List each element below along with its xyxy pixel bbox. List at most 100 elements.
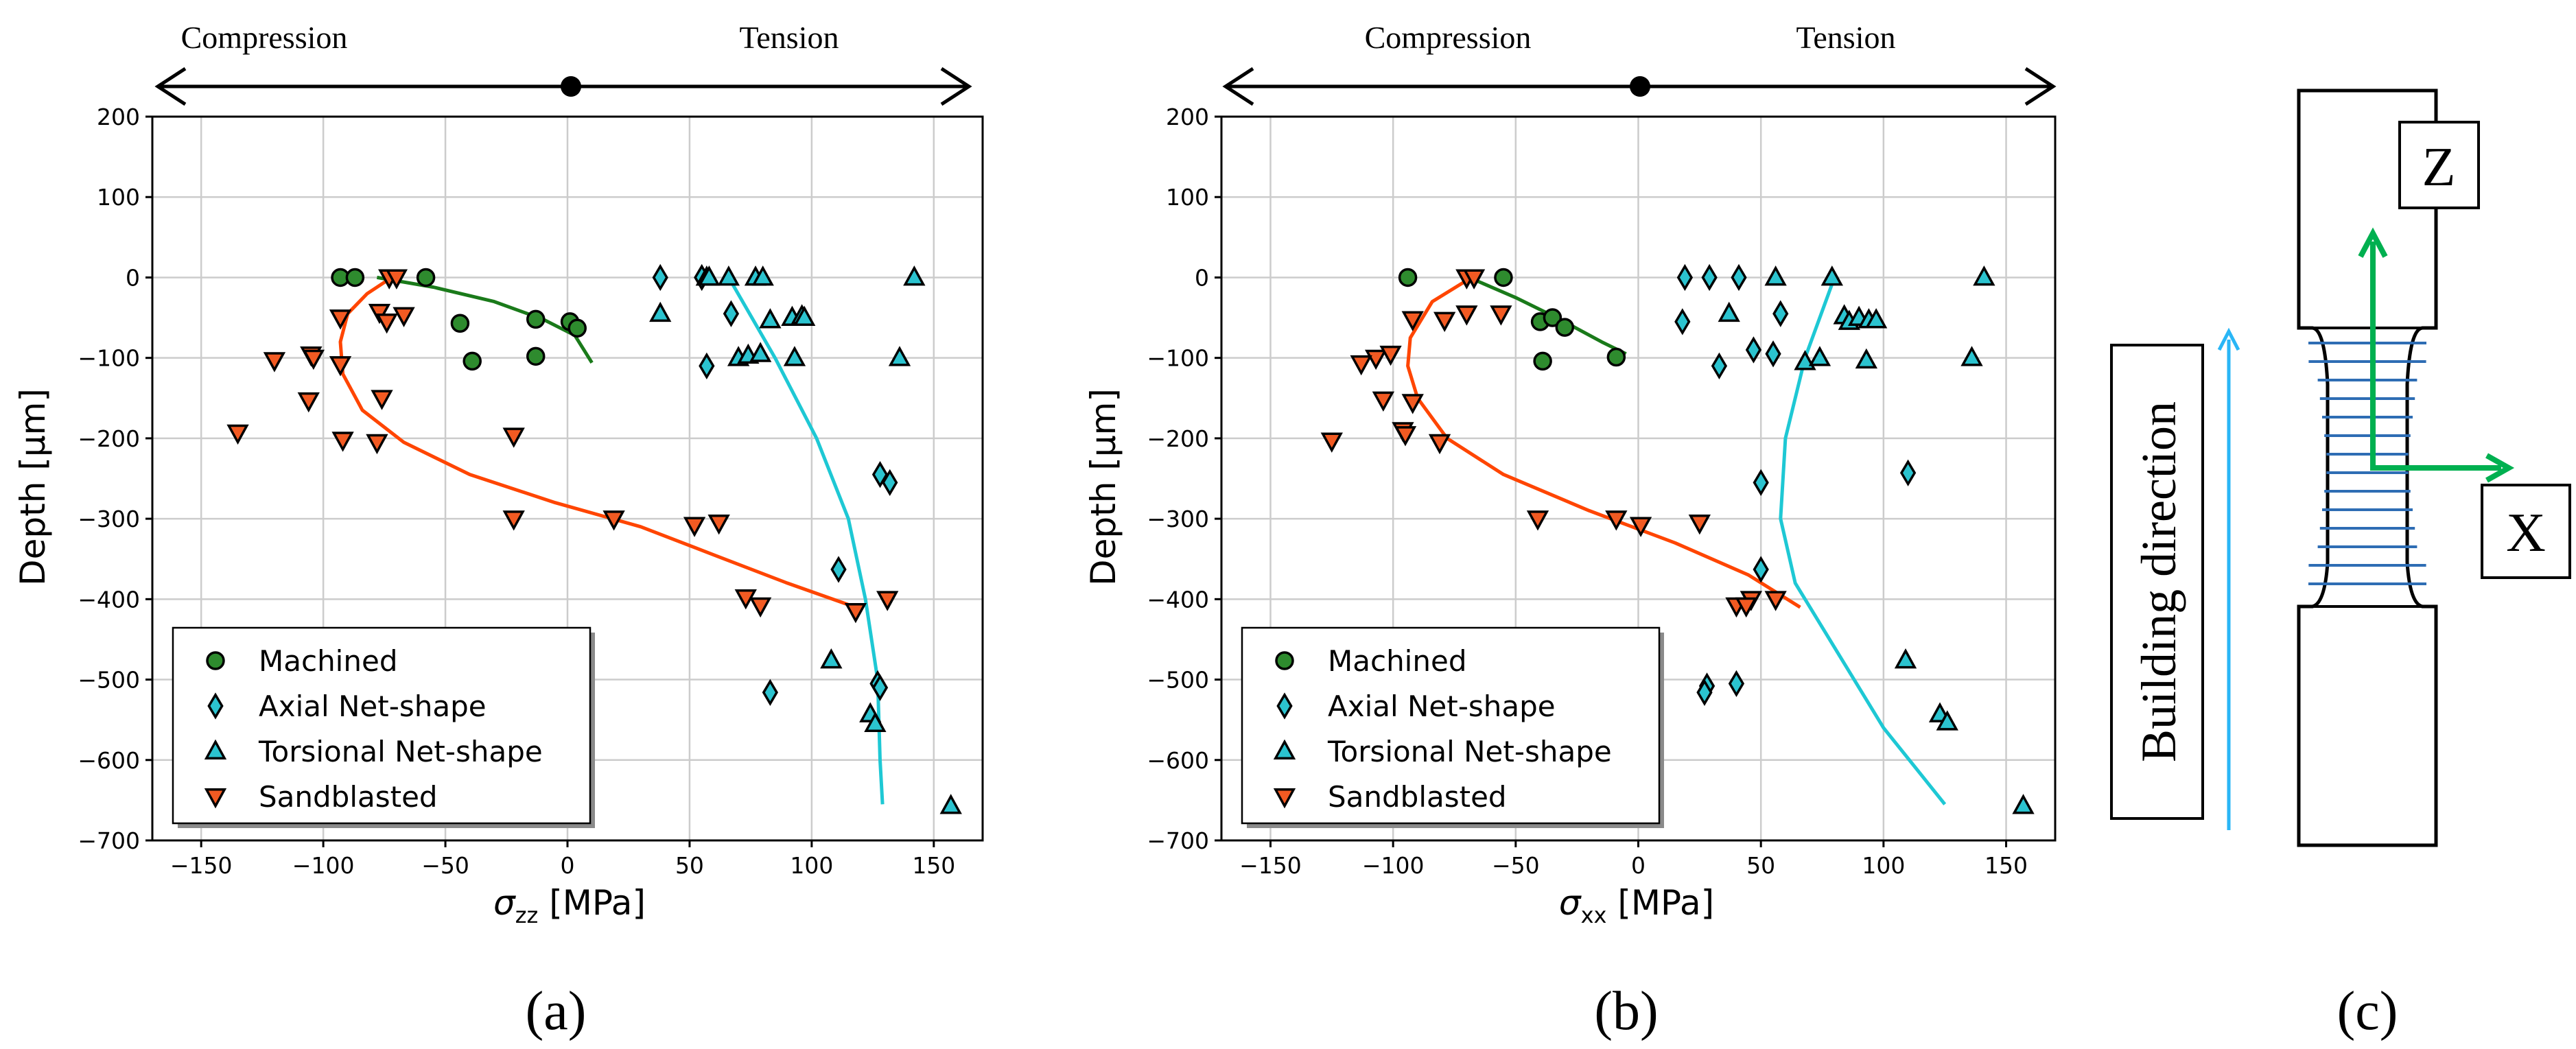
panel-b-legend-machined-marker xyxy=(1275,651,1294,670)
panel-a-torsional-net-shape-point xyxy=(751,266,774,286)
panel-a-axial-net-shape-point xyxy=(723,300,740,327)
panel-b-x-tick-label: 100 xyxy=(1862,852,1905,879)
panel-a-machined-point xyxy=(345,268,365,287)
panel-a-axial-net-shape-point xyxy=(762,679,779,706)
panel-a-x-tick-label: 50 xyxy=(675,852,704,879)
panel-b-sandblasted-point xyxy=(1688,515,1711,535)
panel-b-y-tick-label: 100 xyxy=(1166,184,1209,211)
panel-a-sandblasted-point xyxy=(331,432,354,452)
panel-b-sandblasted-point xyxy=(1490,305,1512,326)
panel-c-label: (c) xyxy=(2337,981,2398,1041)
panel-b-axial-net-shape-point xyxy=(1728,670,1745,698)
panel-a-y-tick-label: −200 xyxy=(78,425,140,452)
panel-b-torsional-net-shape-point xyxy=(1855,348,1877,369)
panel-b-machined-point xyxy=(1555,318,1575,337)
panel-a-sandblasted-point xyxy=(371,390,393,410)
panel-b-axial-net-shape-point xyxy=(1701,263,1718,292)
panel-a-plot-area: −150 −100 −50 0 50 100 1502001000−100−200−300−… xyxy=(78,104,984,879)
panel-b-legend-machined-label: Machined xyxy=(1328,644,1466,678)
panel-b-legend-axial-net-shape-marker xyxy=(1276,692,1293,720)
panel-b-sandblasted-point xyxy=(1350,355,1372,376)
panel-a-legend-axial-net-shape-label: Axial Net-shape xyxy=(259,689,487,723)
panel-a-y-tick-label: −400 xyxy=(78,586,140,613)
panel-a-machined-point xyxy=(462,351,482,371)
panel-a-sandblasted-point xyxy=(385,269,408,290)
panel-a-sandblasted-point xyxy=(375,313,398,334)
panel-b-x-tick-label: −150 xyxy=(1239,852,1302,879)
panel-b-legend-sandblasted-marker xyxy=(1273,788,1296,809)
panel-a-sandblasted-point xyxy=(297,392,320,413)
panel-a-torsional-net-shape-point xyxy=(939,794,962,814)
panel-a-legend-box xyxy=(172,626,592,825)
panel-b-axial-net-shape-point xyxy=(1753,469,1769,496)
panel-a-sandblasted-point xyxy=(302,349,325,370)
panel-a-torsional-net-shape-point xyxy=(888,346,911,366)
panel-b-torsional-net-shape-point xyxy=(1808,346,1831,366)
panel-a-y-axis-label: Depth [μm] xyxy=(13,388,53,586)
panel-b-x-tick-label: −50 xyxy=(1492,852,1540,879)
panel-a-machined-point xyxy=(526,346,546,366)
panel-b-plot-area: −150 −100 −50 0 50 100 1502001000−100−200−300−… xyxy=(1147,104,2057,879)
panel-b-legend-axial-net-shape-label: Axial Net-shape xyxy=(1328,689,1556,723)
panel-b-axial-net-shape-point xyxy=(1772,300,1789,327)
panel-a-sandblasted-point xyxy=(329,309,352,330)
panel-a-torsional-net-shape-point xyxy=(864,711,887,732)
panel-b-torsional-net-shape-point xyxy=(1764,266,1787,286)
panel-b-net-shape-fit-curve xyxy=(1779,276,1947,805)
build-layer-lines xyxy=(2308,342,2426,585)
panel-a-torsional-net-shape-point xyxy=(649,301,672,322)
panel-b-y-tick-label: −200 xyxy=(1147,425,1209,452)
panel-b-label: (b) xyxy=(1594,981,1658,1041)
panel-a-sandblasted-point xyxy=(366,434,388,455)
panel-b-sandblasted-point xyxy=(1379,345,1402,366)
panel-a-tension-label: Tension xyxy=(740,20,839,55)
panel-a-sandblasted-point xyxy=(749,597,772,618)
panel-b-sandblasted-point xyxy=(1735,597,1757,618)
panel-b-legend-sandblasted-label: Sandblasted xyxy=(1328,780,1507,814)
panel-a-machined-point xyxy=(567,318,587,338)
panel-b-sandblasted-point xyxy=(1401,394,1424,414)
panel-b-torsional-net-shape-point xyxy=(1820,266,1843,286)
panel-a-x-tick-label: 100 xyxy=(790,852,833,879)
z-axis-label: Z xyxy=(2422,137,2456,198)
panel-b-x-tick-label: 0 xyxy=(1631,852,1646,879)
panel-a-y-tick-label: 0 xyxy=(126,264,140,291)
panel-b-torsional-net-shape-point xyxy=(1718,301,1740,322)
panel-a-compression-label: Compression xyxy=(181,20,348,55)
panel-a-legend-sandblasted-label: Sandblasted xyxy=(259,780,438,814)
x-axis-arrow xyxy=(2370,453,2515,483)
panel-a-x-tick-label: 0 xyxy=(561,852,575,879)
panel-a-x-tick-label: −50 xyxy=(421,852,469,879)
panel-a-net-shape-fit-curve xyxy=(727,276,885,805)
panel-a-sandblasted-point xyxy=(707,515,730,535)
panel-b-sandblasted-point xyxy=(1320,432,1343,453)
panel-b-y-tick-label: −700 xyxy=(1147,827,1209,854)
panel-a-legend-machined-label: Machined xyxy=(259,644,397,678)
panel-a-sandblasted-point xyxy=(502,510,525,531)
panel-a-sandblasted-point xyxy=(502,427,525,448)
panel-b-axial-net-shape-point xyxy=(1674,308,1691,335)
panel-a-legend-machined-marker xyxy=(206,651,225,670)
panel-a-sandblasted-point xyxy=(263,352,286,373)
panel-b-axial-net-shape-point xyxy=(1711,352,1728,380)
panel-a-sandblasted-point xyxy=(683,517,706,537)
panel-a-y-tick-label: −100 xyxy=(78,345,140,372)
building-direction-box xyxy=(2110,344,2204,820)
panel-a-y-tick-label: −300 xyxy=(78,506,140,532)
panel-b-machined-point xyxy=(1606,347,1626,367)
panel-a-y-tick-label: −600 xyxy=(78,747,140,774)
panel-a-legend-torsional-net-shape-marker xyxy=(204,739,227,759)
building-direction-label: Building direction xyxy=(2131,401,2186,762)
panel-a-axial-net-shape-point xyxy=(699,352,715,380)
panel-a-axial-net-shape-point xyxy=(882,469,898,496)
panel-b-sandblasted-point xyxy=(1526,510,1549,531)
panel-b-y-tick-label: −600 xyxy=(1147,747,1209,774)
panel-a: Compression Tension −150 −100 −50 0 50 100 150… xyxy=(13,20,984,1041)
panel-b-x-axis-label: σxx [MPa] xyxy=(1559,883,1714,928)
panel-a-x-tick-label: −100 xyxy=(292,852,355,879)
specimen-outline xyxy=(2297,89,2438,847)
panel-a-x-tick-label: 150 xyxy=(912,852,955,879)
panel-a-legend-sandblasted-marker xyxy=(204,788,227,809)
panel-b-torsional-net-shape-point xyxy=(2012,794,2035,814)
